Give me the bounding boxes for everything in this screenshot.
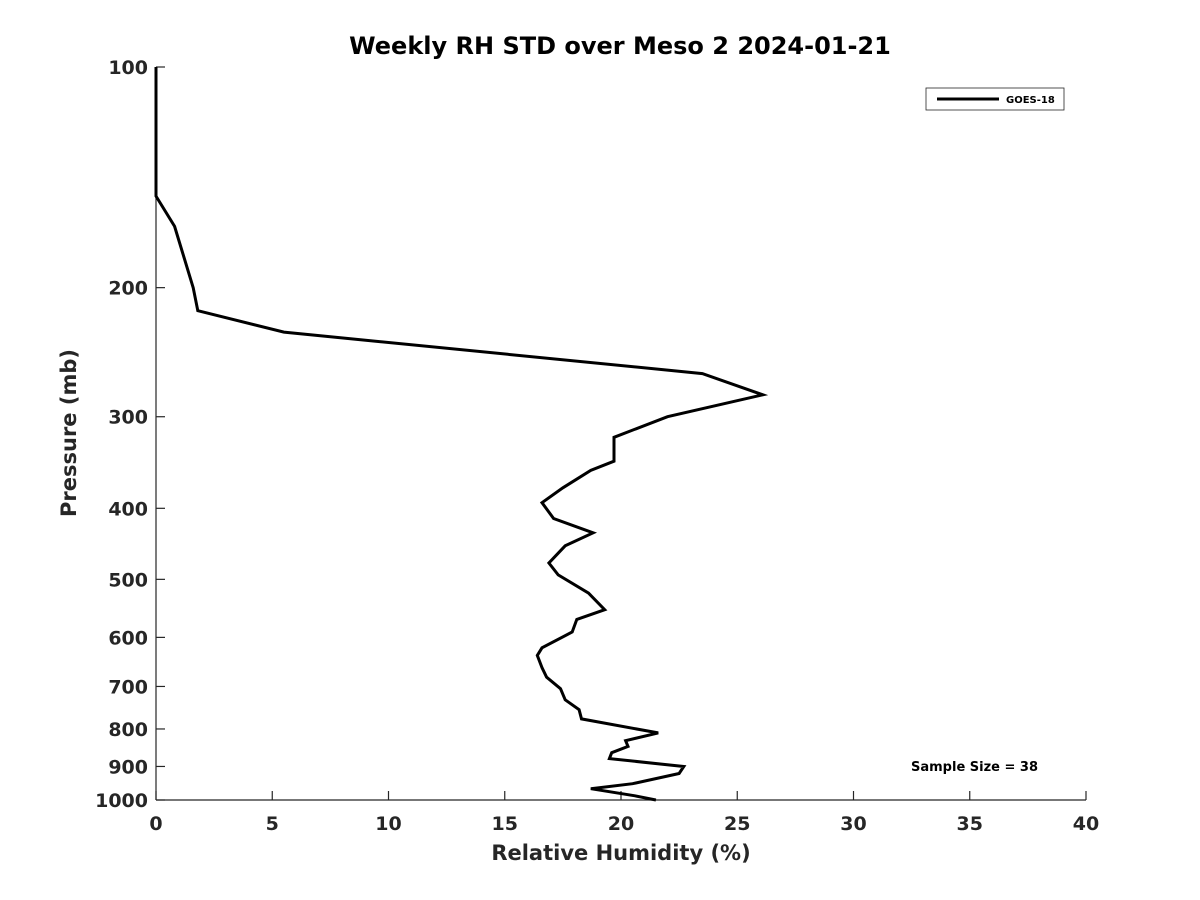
x-tick-label: 40 bbox=[1073, 813, 1099, 835]
x-tick-label: 0 bbox=[149, 813, 162, 835]
x-tick-label: 5 bbox=[266, 813, 279, 835]
y-ticks: 100 200 300 400 500 600 700 800 900 1000 bbox=[95, 57, 165, 812]
series-layer bbox=[154, 67, 769, 802]
x-tick-label: 10 bbox=[375, 813, 401, 835]
y-tick-label: 400 bbox=[108, 498, 148, 520]
x-ticks: 0 5 10 15 20 25 30 35 40 bbox=[149, 791, 1099, 835]
x-tick-label: 25 bbox=[724, 813, 750, 835]
chart-title: Weekly RH STD over Meso 2 2024-01-21 bbox=[349, 32, 891, 60]
y-axis-label: Pressure (mb) bbox=[57, 349, 81, 517]
x-tick-label: 15 bbox=[492, 813, 518, 835]
y-tick-label: 700 bbox=[108, 676, 148, 698]
y-tick-label: 900 bbox=[108, 756, 148, 778]
y-tick-label: 1000 bbox=[95, 790, 148, 812]
sample-size-annotation: Sample Size = 38 bbox=[911, 760, 1038, 775]
y-tick-label: 800 bbox=[108, 719, 148, 741]
series-line-goes-18 bbox=[154, 67, 769, 802]
y-tick-label: 100 bbox=[108, 57, 148, 79]
legend-label-goes-18: GOES-18 bbox=[1006, 95, 1055, 106]
x-tick-label: 30 bbox=[840, 813, 866, 835]
x-axis-label: Relative Humidity (%) bbox=[491, 841, 750, 865]
legend: GOES-18 bbox=[925, 87, 1065, 111]
x-tick-label: 20 bbox=[608, 813, 634, 835]
y-tick-label: 300 bbox=[108, 407, 148, 429]
x-tick-label: 35 bbox=[957, 813, 983, 835]
y-tick-label: 200 bbox=[108, 278, 148, 300]
y-tick-label: 500 bbox=[108, 569, 148, 591]
y-tick-label: 600 bbox=[108, 627, 148, 649]
